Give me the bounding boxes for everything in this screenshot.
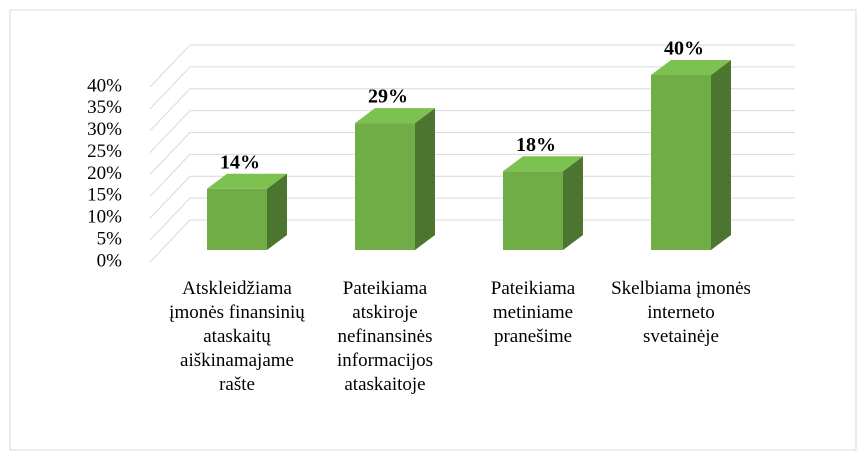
bar-top: [651, 60, 731, 75]
data-label: 40%: [664, 38, 704, 60]
data-label: 18%: [516, 134, 556, 156]
y-tick-label: 25%: [87, 141, 122, 162]
bar-side: [415, 108, 435, 250]
y-tick-label: 5%: [97, 228, 123, 249]
x-tick-label: Skelbiama įmonės interneto svetainėje: [611, 278, 751, 347]
bar: [207, 188, 267, 250]
data-label: 14%: [220, 151, 260, 173]
bar-top: [355, 108, 435, 124]
bar-top: [503, 156, 583, 172]
grid-line: [149, 219, 795, 263]
bar-side: [267, 173, 287, 250]
chart-border: [9, 9, 857, 451]
y-tick-label: 0%: [97, 250, 123, 271]
y-tick-label: 40%: [87, 75, 122, 96]
grid-line: [149, 88, 795, 132]
y-tick-label: 30%: [87, 119, 122, 140]
bar: [355, 123, 415, 250]
bar: [651, 75, 711, 250]
x-tick-label: Atskleidžiama įmonės finansinių ataskait…: [169, 278, 305, 395]
y-tick-label: 15%: [87, 185, 122, 206]
grid-line: [149, 110, 795, 153]
data-label: 29%: [368, 86, 408, 108]
grid-line: [149, 44, 795, 88]
bar-side: [563, 156, 583, 250]
grid-line: [149, 197, 795, 241]
grid-line: [149, 132, 795, 175]
grid-line: [149, 175, 795, 219]
grid-line: [149, 66, 795, 110]
x-tick-label: Pateikiama metiniame pranešime: [490, 278, 576, 347]
x-tick-label: Pateikiama atskiroje nefinansinės inform…: [336, 278, 434, 395]
y-tick-label: 35%: [87, 97, 122, 118]
bar-top: [207, 173, 287, 189]
bar: [503, 171, 563, 250]
y-tick-label: 20%: [87, 163, 122, 184]
grid-line: [149, 153, 795, 197]
y-tick-label: 10%: [87, 207, 122, 228]
bar-side: [711, 60, 731, 250]
